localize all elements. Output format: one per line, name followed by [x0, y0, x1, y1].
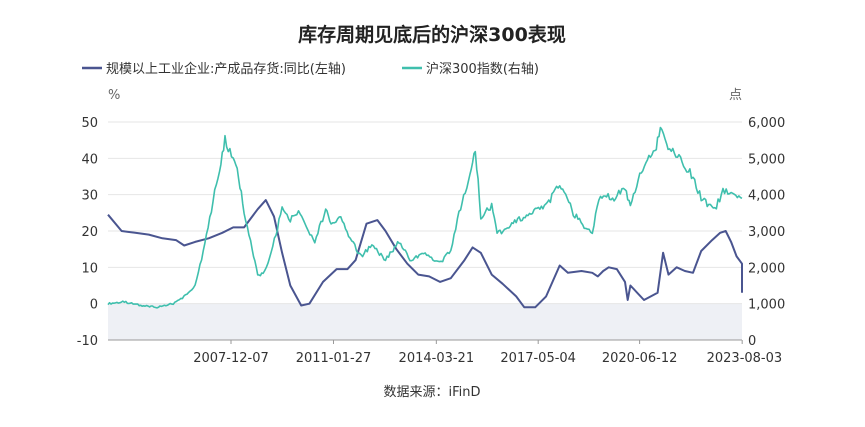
right-tick-label: 2,000	[748, 261, 785, 276]
chart-title: 库存周期见底后的沪深300表现	[298, 23, 566, 46]
right-tick-label: 0	[748, 334, 756, 349]
x-tick-label: 2017-05-04	[500, 351, 576, 366]
data-source: 数据来源：iFinD	[383, 385, 480, 400]
negative-zone-shade	[108, 303, 742, 340]
x-tick-label: 2011-01-27	[296, 351, 372, 366]
left-tick-label: 0	[90, 298, 98, 313]
right-tick-label: 1,000	[748, 298, 785, 313]
x-tick-label: 2014-03-21	[399, 351, 475, 366]
left-tick-label: 30	[81, 189, 98, 204]
x-tick-label: 2023-08-03	[707, 351, 783, 366]
right-tick-label: 6,000	[748, 116, 785, 131]
right-axis-unit: 点	[729, 88, 742, 103]
right-tick-label: 3,000	[748, 225, 785, 240]
left-tick-label: 40	[81, 152, 98, 167]
plot-area: 50 40 30 20 10 0 -10 6,000 5,000 4,000 3,000 2,000 1…	[77, 116, 785, 366]
left-tick-label: 20	[81, 225, 98, 240]
left-tick-label: 50	[81, 116, 98, 131]
left-axis-unit: %	[108, 88, 120, 103]
right-tick-label: 5,000	[748, 152, 785, 167]
legend-label-inventory: 规模以上工业企业:产成品存货:同比(左轴)	[106, 61, 346, 77]
left-tick-label: 10	[81, 261, 98, 276]
legend: 规模以上工业企业:产成品存货:同比(左轴) 沪深300指数(右轴)	[82, 61, 539, 77]
series-line-inventory	[107, 199, 743, 309]
left-tick-label: -10	[77, 334, 98, 349]
legend-label-csi300: 沪深300指数(右轴)	[426, 61, 539, 77]
right-tick-label: 4,000	[748, 189, 785, 204]
x-tick-label: 2020-06-12	[602, 351, 678, 366]
x-tick-label: 2007-12-07	[193, 351, 269, 366]
series-line-csi300	[107, 126, 743, 309]
